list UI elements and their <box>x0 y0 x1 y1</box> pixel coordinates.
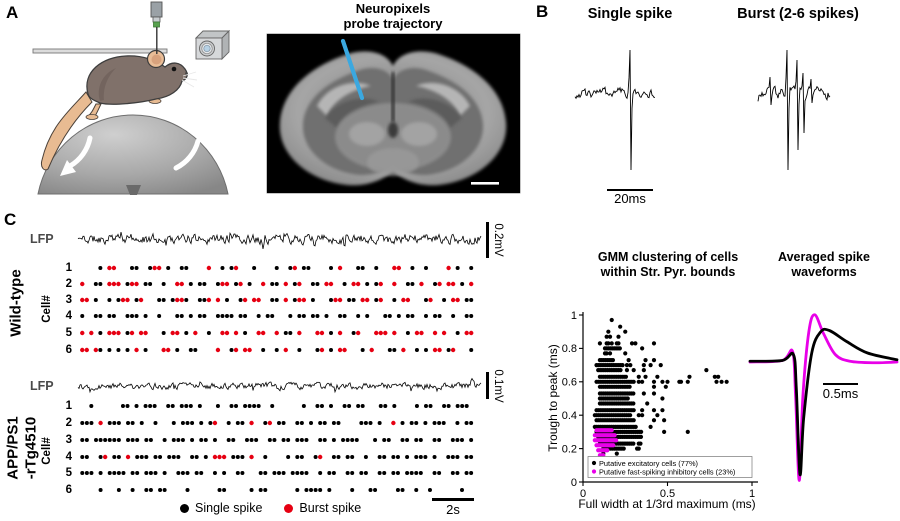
single-spike-title: Single spike <box>587 6 673 22</box>
rotation-arrow-icon <box>60 135 93 176</box>
20ms-scalebar <box>607 189 653 191</box>
probe-icon <box>150 1 163 54</box>
cell-number: 6 <box>65 484 72 496</box>
brain-section-image <box>266 33 521 194</box>
spherical-treadmill <box>37 114 229 195</box>
panel-a-letter: A <box>6 3 19 22</box>
lfp-label-wt: LFP <box>30 232 54 246</box>
brain-scalebar <box>471 182 499 185</box>
cell-number: 3 <box>65 294 72 306</box>
voltage-scalebar-label-app: 0.1mV <box>492 369 504 403</box>
avg-waveform-title-line1: Averaged spike <box>778 250 870 264</box>
raster-legend: Single spike Burst spike <box>180 501 383 515</box>
scatter-points <box>592 317 729 458</box>
time-scalebar <box>432 498 474 501</box>
headpost-rod <box>32 48 168 54</box>
burst-title: Burst (2-6 spikes) <box>737 6 859 22</box>
scatter-y-axis-label: Trough to peak (ms) <box>546 344 560 452</box>
group-label-app-line1: APP/PS1 <box>4 416 22 480</box>
mouse-nose <box>185 72 188 75</box>
mouse-body <box>86 55 188 105</box>
cell-number: 6 <box>65 344 72 356</box>
mouse-whiskers <box>181 71 198 88</box>
time-scalebar-label: 2s <box>446 502 460 517</box>
brain-image-title-line1: Neuropixels <box>355 1 431 16</box>
avg-waveform-title-line2: waveforms <box>791 265 857 279</box>
rotation-arrow-icon <box>173 126 206 171</box>
panel-b-letter: B <box>536 2 549 21</box>
scatter-x-axis-label: Full width at 1/3rd maximum (ms) <box>578 497 756 511</box>
svg-text:0.8: 0.8 <box>562 343 577 355</box>
burst-spike-dot-icon <box>284 503 294 513</box>
mouse-on-ball-illustration <box>32 1 231 195</box>
cell-number: 1 <box>65 262 72 274</box>
svg-text:0: 0 <box>571 477 577 489</box>
svg-text:0.2: 0.2 <box>562 443 577 455</box>
cell-number: 2 <box>65 278 72 290</box>
camera-icon <box>194 29 231 61</box>
svg-text:Putative fast-spiking inhibito: Putative fast-spiking inhibitory cells (… <box>599 467 735 476</box>
waveform-scalebar-label: 0.5ms <box>822 386 859 401</box>
spike-traces <box>574 49 831 171</box>
single-spike-dot-icon <box>180 503 189 513</box>
mouse-eye <box>171 66 177 72</box>
cell-number: 2 <box>65 417 72 429</box>
cell-number: 5 <box>65 327 72 339</box>
gmm-title-line2: within Str. Pyr. bounds <box>600 265 736 279</box>
20ms-scalebar-label: 20ms <box>614 191 646 206</box>
brain-coronal-section <box>267 34 520 193</box>
cell-number: 5 <box>65 467 72 479</box>
brain-image-title-line2: probe trajectory <box>343 16 443 31</box>
mouse-tail <box>41 91 93 171</box>
waveform-scalebar <box>823 383 858 385</box>
voltage-scalebar-label-wt: 0.2mV <box>492 223 504 257</box>
cell-number: 3 <box>65 434 72 446</box>
gmm-title-line1: GMM clustering of cells <box>597 250 739 264</box>
voltage-scalebar-app <box>486 372 489 399</box>
cell-number: 4 <box>65 451 72 463</box>
svg-text:0.6: 0.6 <box>562 377 577 389</box>
svg-text:1: 1 <box>571 310 577 322</box>
voltage-scalebar-wt <box>486 222 489 258</box>
raster-app <box>77 377 482 492</box>
scatter-legend: Putative excitatory cells (77%)Putative … <box>587 456 753 478</box>
mouse-illustration <box>41 49 198 171</box>
svg-text:Putative excitatory cells (77%: Putative excitatory cells (77%) <box>599 459 698 468</box>
burst-spike-legend-label: Burst spike <box>299 501 362 515</box>
raster-wt <box>77 231 482 353</box>
lfp-label-app: LFP <box>30 379 54 393</box>
panel-c-letter: C <box>4 210 17 229</box>
scatter-axes: 00.20.40.60.810 0.5 1 <box>562 310 758 500</box>
group-label-wildtype: Wild-type <box>7 269 25 337</box>
cell-number: 1 <box>65 400 72 412</box>
single-spike-legend-label: Single spike <box>195 501 263 515</box>
svg-text:0.4: 0.4 <box>562 410 577 422</box>
cell-number: 4 <box>65 310 72 322</box>
probe-trajectory-line <box>340 38 365 101</box>
group-label-app-line2: -rTg4510 <box>22 416 40 480</box>
